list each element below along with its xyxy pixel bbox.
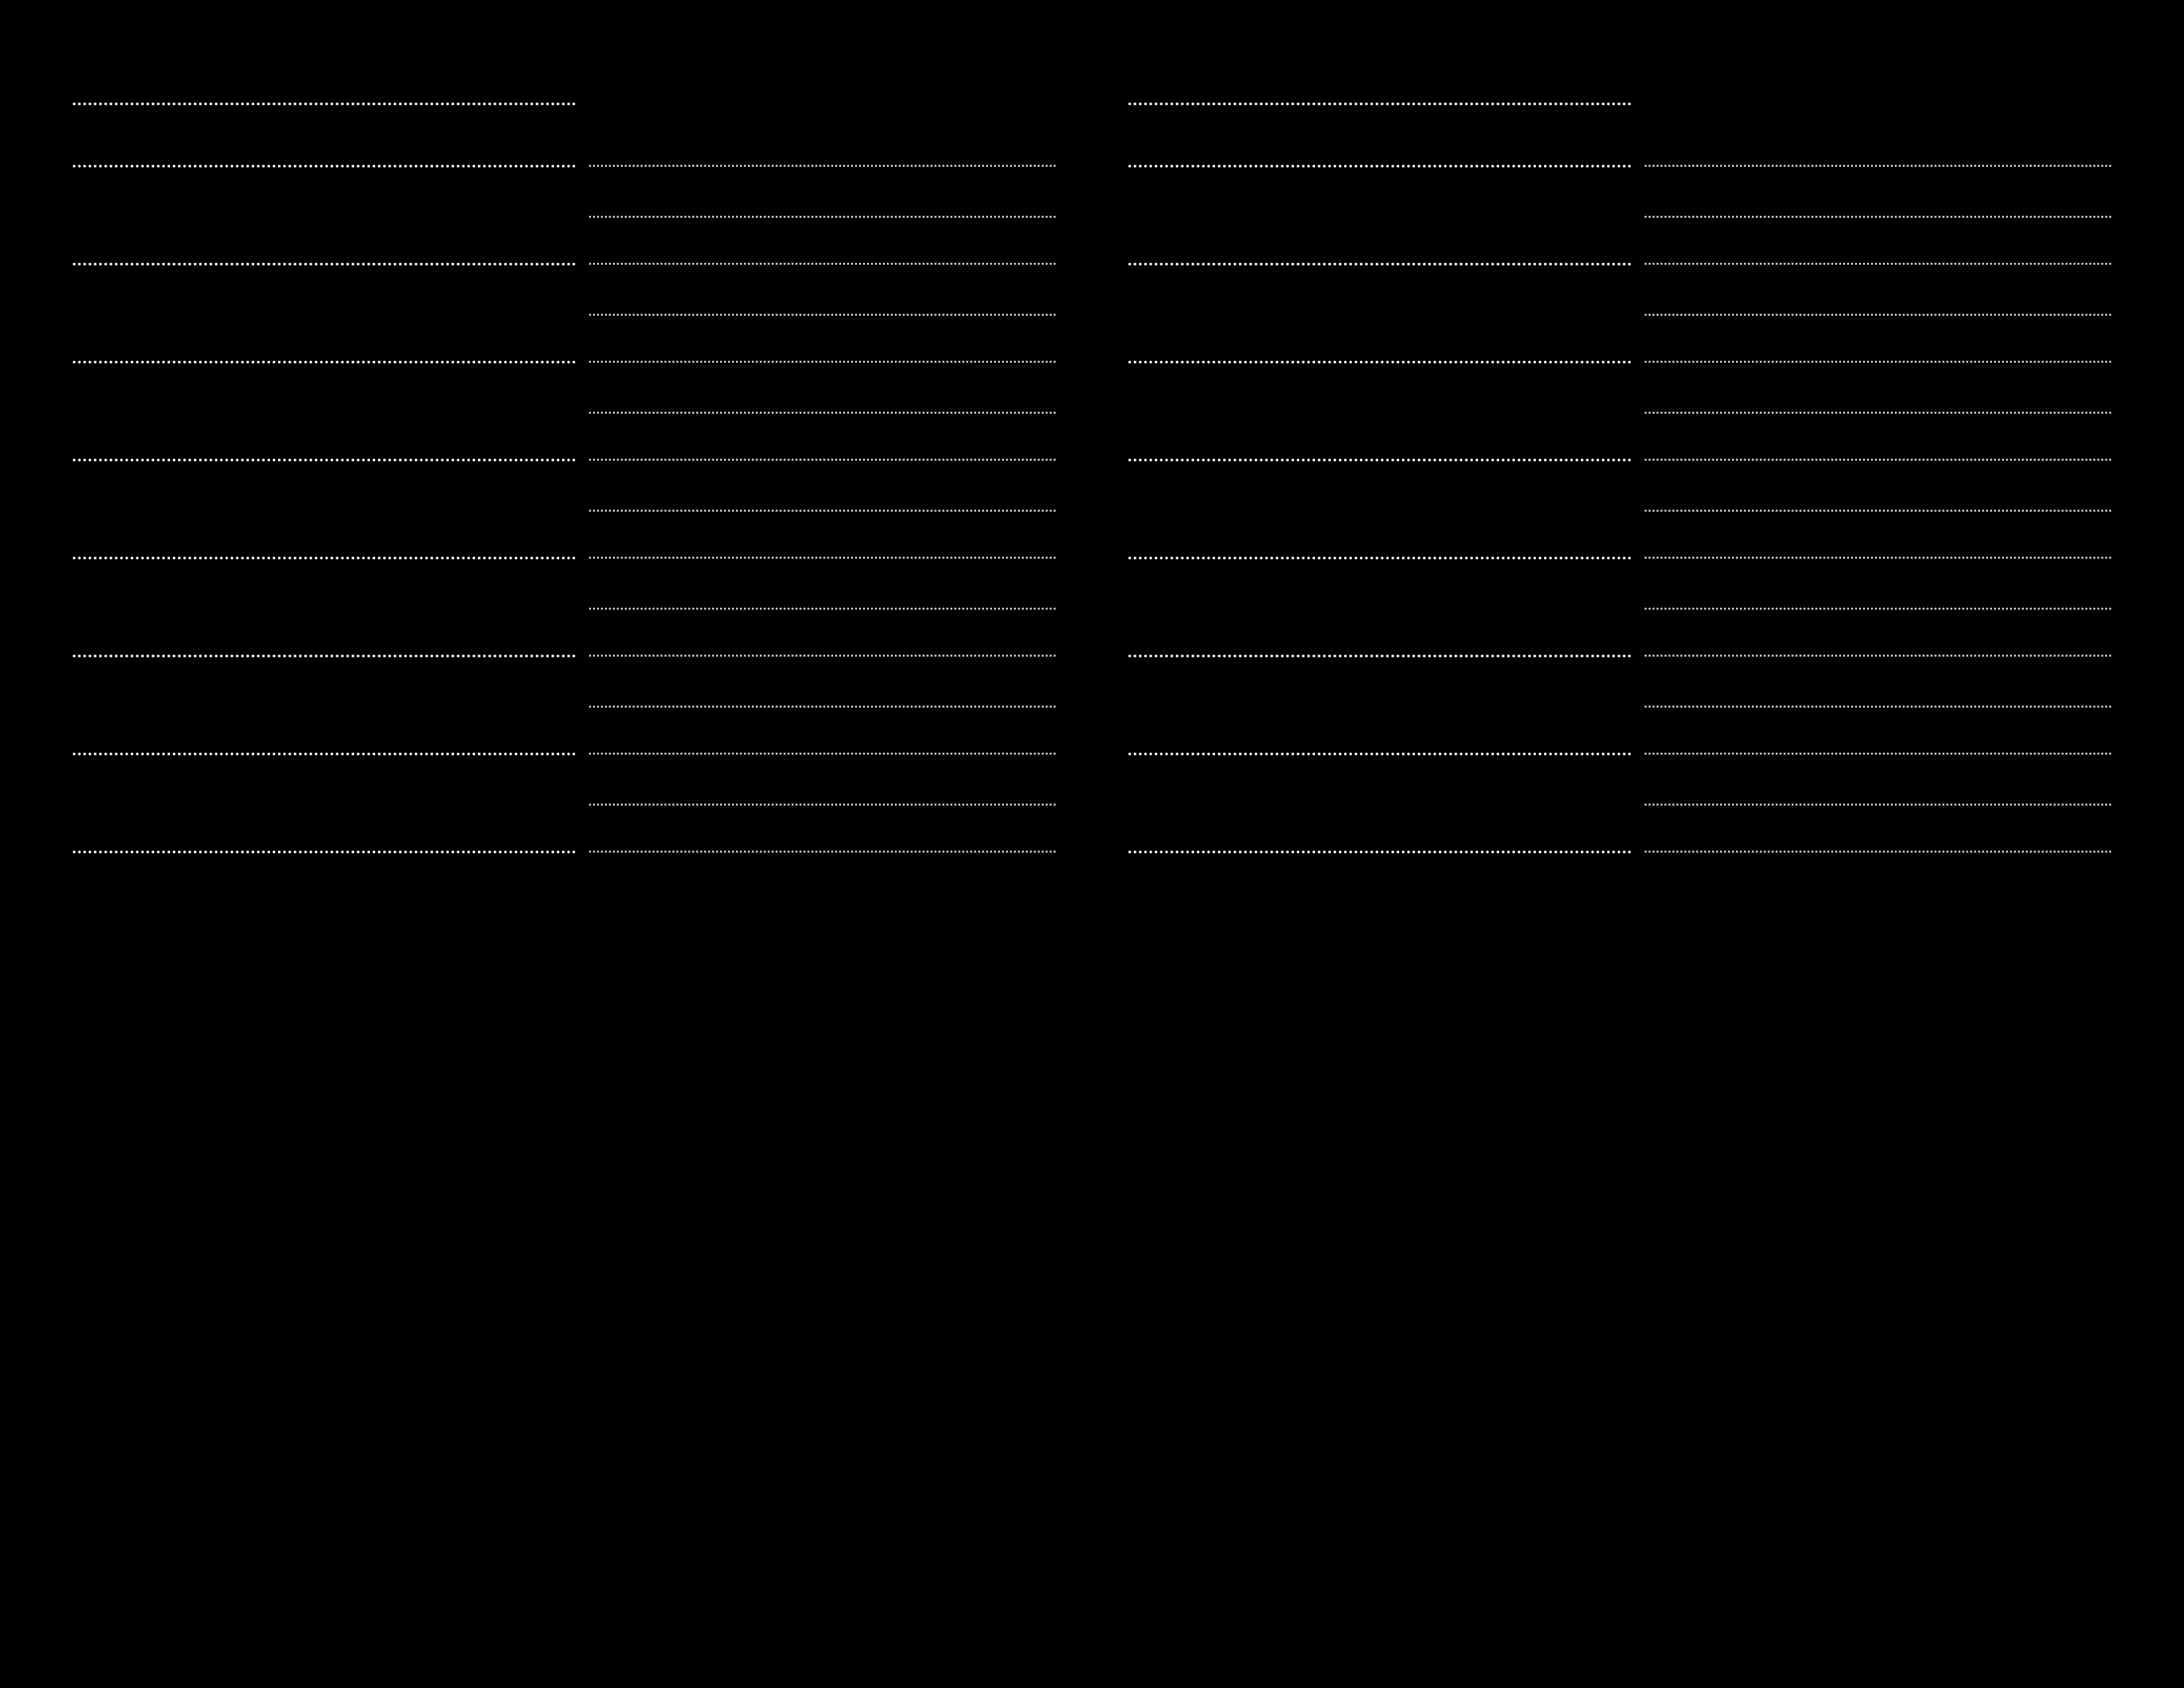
value-cells [589, 557, 1056, 659]
value-cells [1645, 263, 2111, 365]
value-rule [1645, 655, 2111, 657]
label-rule [73, 165, 576, 167]
left-rows [73, 165, 1056, 851]
value-cells [1645, 361, 2111, 463]
form-row [73, 753, 1056, 851]
form-row [73, 655, 1056, 753]
form-row [1128, 361, 2111, 459]
value-rule [1645, 510, 2111, 512]
label-rule [73, 459, 576, 461]
value-rule [1645, 314, 2111, 316]
right-rows [1128, 165, 2111, 851]
form-row [1128, 655, 2111, 753]
form-row [1128, 263, 2111, 361]
value-rule [1645, 263, 2111, 265]
label-rule [73, 753, 576, 755]
value-cells [1645, 459, 2111, 561]
value-rule [589, 851, 1056, 853]
form-row [1128, 557, 2111, 655]
form-row [1128, 753, 2111, 851]
page [0, 0, 2184, 1688]
form-row [73, 557, 1056, 655]
label-rule [73, 263, 576, 265]
value-rule [589, 165, 1056, 167]
value-cells [589, 851, 1056, 902]
value-cells [1645, 655, 2111, 757]
value-rule [1645, 753, 2111, 755]
label-rule [73, 655, 576, 657]
label-rule [1128, 753, 1631, 755]
form-row [73, 459, 1056, 557]
form-row [73, 361, 1056, 459]
right-header-rule [1128, 103, 1631, 105]
value-rule [589, 412, 1056, 414]
value-cells [589, 655, 1056, 757]
value-cells [589, 263, 1056, 365]
label-rule [73, 361, 576, 363]
label-rule [1128, 165, 1631, 167]
label-rule [1128, 263, 1631, 265]
label-rule [73, 557, 576, 559]
value-rule [589, 314, 1056, 316]
value-cells [589, 165, 1056, 267]
label-rule [1128, 557, 1631, 559]
value-rule [1645, 706, 2111, 708]
label-rule [1128, 459, 1631, 461]
value-cells [1645, 753, 2111, 855]
value-rule [1645, 804, 2111, 806]
value-rule [589, 557, 1056, 559]
value-rule [1645, 165, 2111, 167]
value-cells [1645, 165, 2111, 267]
value-cells [589, 753, 1056, 855]
value-cells [1645, 851, 2111, 902]
form-row [1128, 165, 2111, 263]
value-rule [1645, 459, 2111, 461]
value-rule [589, 804, 1056, 806]
value-rule [589, 753, 1056, 755]
value-rule [589, 263, 1056, 265]
value-rule [1645, 851, 2111, 853]
form-row [1128, 459, 2111, 557]
value-rule [1645, 361, 2111, 363]
label-rule [1128, 361, 1631, 363]
left-header-rule [73, 103, 576, 105]
value-cells [1645, 557, 2111, 659]
value-cells [589, 361, 1056, 463]
label-rule [1128, 851, 1631, 853]
value-rule [1645, 216, 2111, 218]
value-rule [1645, 557, 2111, 559]
left-column [73, 46, 1056, 1688]
form-row [73, 165, 1056, 263]
value-rule [1645, 608, 2111, 610]
value-rule [589, 361, 1056, 363]
label-rule [1128, 655, 1631, 657]
value-rule [589, 706, 1056, 708]
value-rule [589, 216, 1056, 218]
value-cells [589, 459, 1056, 561]
right-column [1128, 46, 2111, 1688]
form-row [73, 263, 1056, 361]
value-rule [589, 655, 1056, 657]
label-rule [73, 851, 576, 853]
value-rule [1645, 412, 2111, 414]
value-rule [589, 510, 1056, 512]
value-rule [589, 608, 1056, 610]
value-rule [589, 459, 1056, 461]
